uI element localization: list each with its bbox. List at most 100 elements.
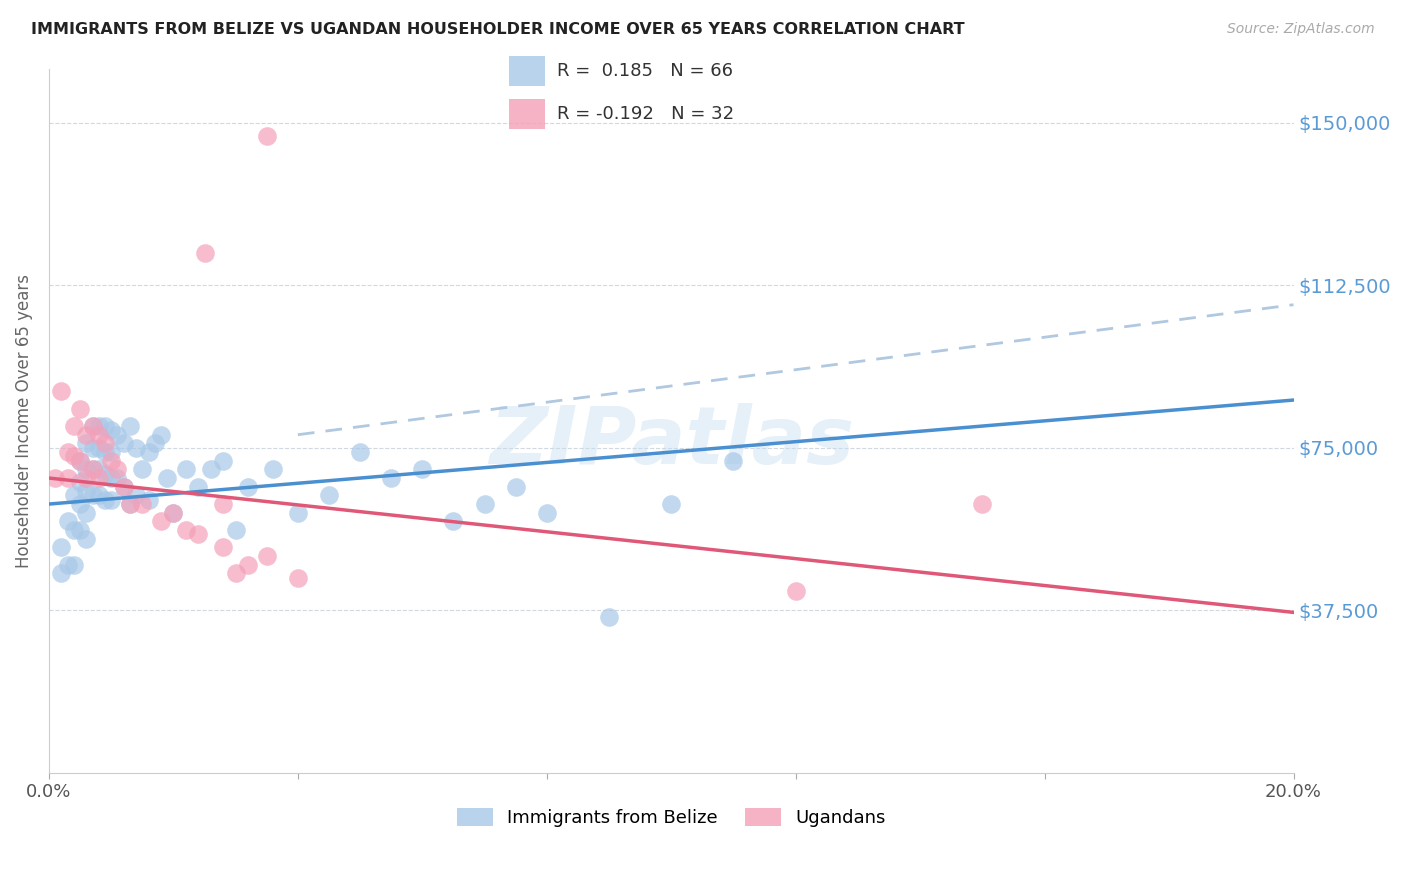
Point xyxy=(972,497,994,511)
Point xyxy=(63,419,86,434)
Point xyxy=(162,506,184,520)
Point xyxy=(536,506,558,520)
Point xyxy=(100,423,122,437)
Point xyxy=(94,467,117,481)
Point xyxy=(107,462,129,476)
Point xyxy=(149,515,172,529)
Text: Source: ZipAtlas.com: Source: ZipAtlas.com xyxy=(1227,22,1375,37)
Point xyxy=(87,462,110,476)
Text: IMMIGRANTS FROM BELIZE VS UGANDAN HOUSEHOLDER INCOME OVER 65 YEARS CORRELATION C: IMMIGRANTS FROM BELIZE VS UGANDAN HOUSEH… xyxy=(31,22,965,37)
Text: R = -0.192   N = 32: R = -0.192 N = 32 xyxy=(557,105,734,123)
Point xyxy=(69,523,91,537)
Point xyxy=(69,454,91,468)
Point xyxy=(187,527,209,541)
Point xyxy=(598,609,620,624)
Point xyxy=(156,471,179,485)
Point xyxy=(411,462,433,476)
Point xyxy=(174,462,197,476)
Point xyxy=(112,436,135,450)
Point xyxy=(785,583,807,598)
Point xyxy=(318,488,340,502)
Point xyxy=(75,436,97,450)
Point xyxy=(125,441,148,455)
Point xyxy=(87,427,110,442)
Point xyxy=(107,471,129,485)
Point xyxy=(149,427,172,442)
Point xyxy=(56,445,79,459)
Point xyxy=(236,480,259,494)
Point xyxy=(138,445,160,459)
Point xyxy=(87,441,110,455)
Point xyxy=(87,488,110,502)
Point xyxy=(75,484,97,499)
FancyBboxPatch shape xyxy=(509,56,546,86)
Point xyxy=(69,454,91,468)
Point xyxy=(63,523,86,537)
Point xyxy=(723,454,745,468)
Point xyxy=(131,497,153,511)
Point xyxy=(44,471,66,485)
Point xyxy=(659,497,682,511)
Point xyxy=(380,471,402,485)
Point xyxy=(94,436,117,450)
FancyBboxPatch shape xyxy=(509,99,546,129)
Point xyxy=(256,128,278,143)
Point xyxy=(75,462,97,476)
Point xyxy=(82,462,104,476)
Point xyxy=(287,506,309,520)
Point xyxy=(112,480,135,494)
Y-axis label: Householder Income Over 65 years: Householder Income Over 65 years xyxy=(15,274,32,567)
Point xyxy=(94,445,117,459)
Point xyxy=(225,523,247,537)
Point xyxy=(63,558,86,572)
Point xyxy=(212,541,235,555)
Legend: Immigrants from Belize, Ugandans: Immigrants from Belize, Ugandans xyxy=(450,800,893,834)
Point xyxy=(75,471,97,485)
Point xyxy=(75,506,97,520)
Point xyxy=(443,515,465,529)
Point xyxy=(212,454,235,468)
Point xyxy=(82,488,104,502)
Point xyxy=(187,480,209,494)
Point xyxy=(100,454,122,468)
Point xyxy=(107,427,129,442)
Point xyxy=(63,450,86,464)
Point xyxy=(82,419,104,434)
Text: ZIPatlas: ZIPatlas xyxy=(489,403,853,481)
Point xyxy=(56,558,79,572)
Point xyxy=(56,471,79,485)
Point xyxy=(138,492,160,507)
Point xyxy=(100,471,122,485)
Point xyxy=(118,497,141,511)
Point xyxy=(125,488,148,502)
Point xyxy=(69,475,91,490)
Point xyxy=(236,558,259,572)
Point xyxy=(162,506,184,520)
Point xyxy=(505,480,527,494)
Point xyxy=(212,497,235,511)
Point xyxy=(82,419,104,434)
Point xyxy=(87,419,110,434)
Point xyxy=(256,549,278,563)
Point xyxy=(100,492,122,507)
Point xyxy=(200,462,222,476)
Text: R =  0.185   N = 66: R = 0.185 N = 66 xyxy=(557,62,733,79)
Point xyxy=(174,523,197,537)
Point xyxy=(349,445,371,459)
Point xyxy=(112,480,135,494)
Point xyxy=(287,571,309,585)
Point xyxy=(51,566,73,581)
Point xyxy=(262,462,284,476)
Point xyxy=(56,515,79,529)
Point xyxy=(82,462,104,476)
Point xyxy=(94,492,117,507)
Point xyxy=(82,441,104,455)
Point xyxy=(118,497,141,511)
Point xyxy=(51,384,73,399)
Point xyxy=(474,497,496,511)
Point xyxy=(94,419,117,434)
Point xyxy=(118,419,141,434)
Point xyxy=(75,427,97,442)
Point xyxy=(63,488,86,502)
Point xyxy=(75,532,97,546)
